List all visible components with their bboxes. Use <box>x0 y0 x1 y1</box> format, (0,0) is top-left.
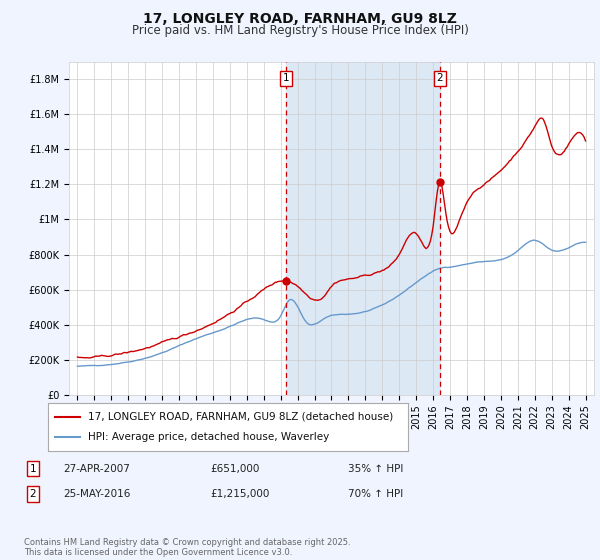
Text: £1,215,000: £1,215,000 <box>210 489 269 499</box>
Bar <box>286 62 440 395</box>
Text: Contains HM Land Registry data © Crown copyright and database right 2025.
This d: Contains HM Land Registry data © Crown c… <box>24 538 350 557</box>
Text: 27-APR-2007: 27-APR-2007 <box>63 464 130 474</box>
Text: 1: 1 <box>29 464 37 474</box>
Text: 70% ↑ HPI: 70% ↑ HPI <box>348 489 403 499</box>
Text: 35% ↑ HPI: 35% ↑ HPI <box>348 464 403 474</box>
Text: 25-MAY-2016: 25-MAY-2016 <box>63 489 130 499</box>
Text: 2: 2 <box>437 73 443 83</box>
Text: 17, LONGLEY ROAD, FARNHAM, GU9 8LZ: 17, LONGLEY ROAD, FARNHAM, GU9 8LZ <box>143 12 457 26</box>
Text: HPI: Average price, detached house, Waverley: HPI: Average price, detached house, Wave… <box>88 432 329 442</box>
Text: Price paid vs. HM Land Registry's House Price Index (HPI): Price paid vs. HM Land Registry's House … <box>131 24 469 36</box>
Text: £651,000: £651,000 <box>210 464 259 474</box>
Text: 17, LONGLEY ROAD, FARNHAM, GU9 8LZ (detached house): 17, LONGLEY ROAD, FARNHAM, GU9 8LZ (deta… <box>88 412 393 422</box>
Text: 2: 2 <box>29 489 37 499</box>
Text: 1: 1 <box>283 73 289 83</box>
